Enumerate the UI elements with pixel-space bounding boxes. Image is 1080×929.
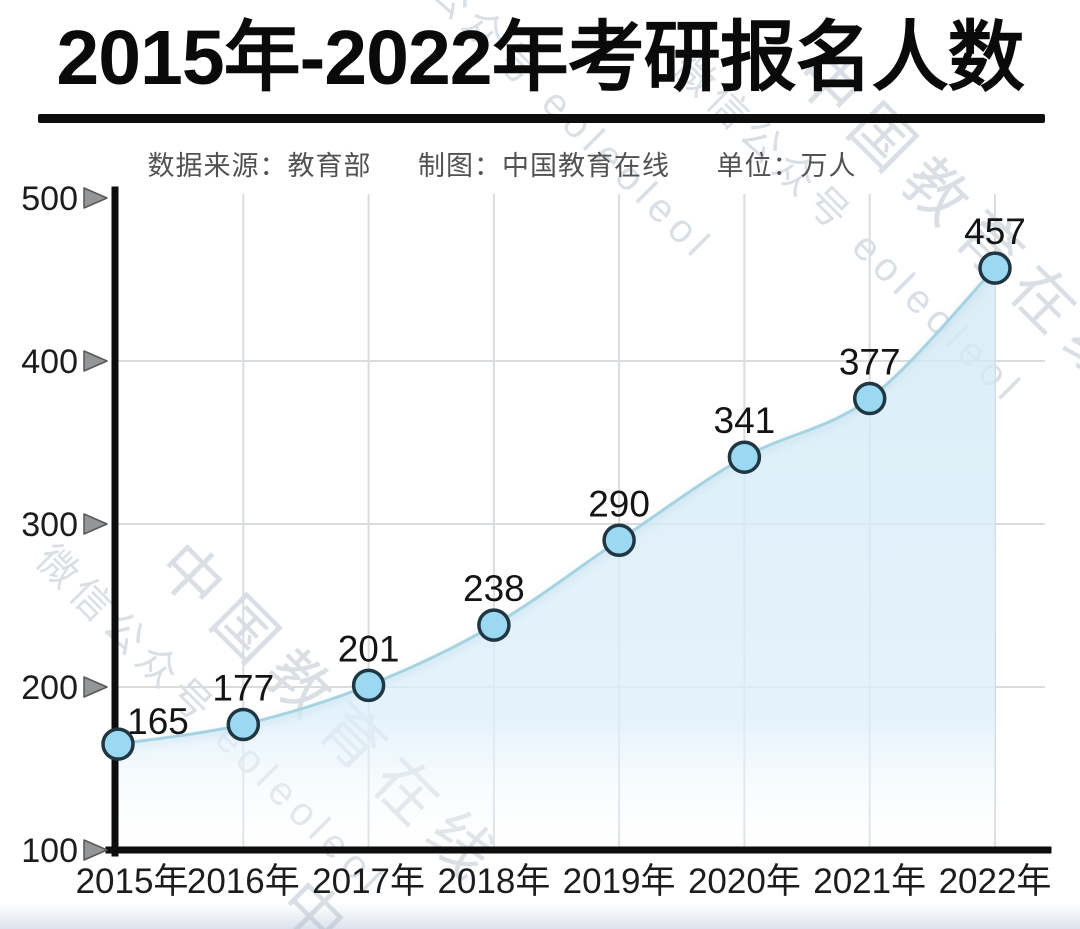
y-tick-arrow-icon (83, 839, 108, 861)
x-tick-label: 2020年 (688, 862, 801, 901)
x-tick-label: 2016年 (187, 862, 300, 901)
area-fill (118, 268, 995, 851)
x-tick-label: 2022年 (939, 862, 1052, 901)
data-point (101, 727, 135, 761)
data-point (477, 608, 511, 642)
data-source-label: 数据来源：教育部 (147, 151, 372, 181)
data-point-label: 457 (964, 211, 1026, 252)
data-point (602, 523, 636, 558)
y-tick-label: 400 (21, 343, 78, 381)
y-tick-label: 500 (21, 180, 78, 218)
data-point-label: 377 (839, 342, 901, 383)
y-tick-label: 300 (21, 506, 78, 544)
x-tick-label: 2021年 (813, 862, 926, 901)
title-divider (38, 114, 1045, 123)
y-tick-arrow-icon (83, 187, 108, 209)
y-tick-label: 200 (21, 669, 78, 707)
page-title: 2015年-2022年考研报名人数 (56, 15, 1024, 101)
data-point-label: 290 (588, 483, 650, 524)
data-point-label: 238 (463, 568, 525, 609)
subtitle: 数据来源：教育部 制图：中国教育在线 单位：万人 (0, 144, 1004, 183)
x-tick-label: 2019年 (563, 862, 676, 901)
y-tick-arrow-icon (83, 513, 108, 535)
data-point-label: 201 (338, 628, 400, 669)
data-point (351, 668, 386, 703)
data-point-label: 165 (127, 701, 189, 742)
x-tick-label: 2017年 (312, 862, 425, 901)
cartography-label: 制图：中国教育在线 (418, 151, 670, 181)
x-tick-label: 2015年 (76, 862, 189, 901)
y-tick-arrow-icon (83, 350, 108, 372)
data-point (852, 381, 887, 416)
unit-label: 单位：万人 (716, 151, 857, 181)
data-point (727, 440, 762, 474)
data-point-label: 341 (714, 400, 776, 441)
x-tick-label: 2018年 (437, 862, 550, 901)
bottom-gradient (0, 903, 1080, 929)
data-point-label: 177 (212, 668, 274, 709)
data-point (978, 251, 1012, 285)
data-point (226, 707, 261, 742)
y-tick-arrow-icon (83, 676, 108, 698)
y-tick-label: 100 (21, 832, 78, 870)
